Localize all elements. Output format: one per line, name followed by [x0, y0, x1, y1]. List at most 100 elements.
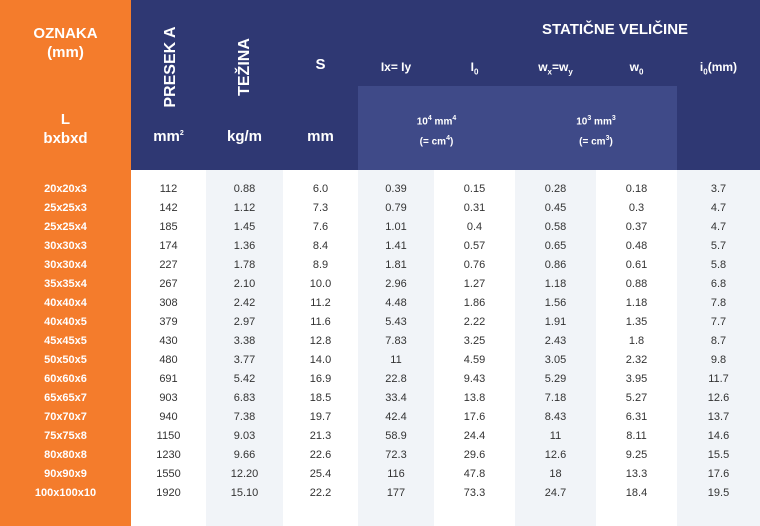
- cell-area: 1150: [156, 430, 181, 442]
- cell-ix: 11: [390, 354, 402, 366]
- cell-weight: 1.45: [233, 221, 256, 233]
- cell-weight: 1.12: [233, 202, 256, 214]
- cell-w0: 0.88: [625, 278, 648, 290]
- row-designation: 90x90x9: [44, 468, 87, 480]
- cell-i0: 47.8: [463, 468, 486, 480]
- cell-s: 6.0: [312, 183, 329, 195]
- row-designation: 40x40x4: [44, 297, 87, 309]
- cell-ix: 116: [387, 468, 405, 480]
- cell-ix: 1.01: [385, 221, 407, 233]
- cell-i0: 0.4: [466, 221, 483, 233]
- cell-ix: 0.39: [385, 183, 407, 195]
- cell-s: 22.6: [309, 449, 332, 461]
- cell-w0: 8.11: [626, 430, 647, 442]
- cell-ix: 33.4: [385, 392, 407, 404]
- cell-s: 10.0: [309, 278, 332, 290]
- cell-radius: 4.7: [710, 202, 727, 214]
- cell-s: 18.5: [309, 392, 332, 404]
- cell-radius: 13.7: [707, 411, 730, 423]
- cell-area: 903: [159, 392, 178, 404]
- cell-i0: 1.27: [463, 278, 486, 290]
- col-i0-header: I0: [470, 60, 479, 77]
- unit-section-modulus: 103 mm3 (= cm3): [576, 115, 616, 148]
- cell-area: 379: [159, 316, 178, 328]
- cell-weight: 7.38: [233, 411, 256, 423]
- cell-ix: 1.41: [385, 240, 407, 252]
- cell-area: 308: [159, 297, 178, 309]
- cell-wx: 0.45: [544, 202, 567, 214]
- cell-i0: 0.57: [463, 240, 486, 252]
- designation-format: L bxbxd: [0, 110, 131, 148]
- cell-weight: 15.10: [230, 487, 259, 499]
- cell-weight: 2.97: [233, 316, 256, 328]
- cell-weight: 1.78: [233, 259, 256, 271]
- cell-w0: 3.95: [625, 373, 648, 385]
- designation-unit: (mm): [47, 44, 84, 61]
- cell-area: 1550: [156, 468, 181, 480]
- row-designation: 75x75x8: [44, 430, 87, 442]
- cell-area: 480: [159, 354, 178, 366]
- cell-s: 25.4: [309, 468, 332, 480]
- cell-wx: 8.43: [544, 411, 567, 423]
- cell-area: 142: [159, 202, 178, 214]
- row-designation: 25x25x3: [44, 202, 87, 214]
- cell-radius: 7.8: [710, 297, 727, 309]
- column-stripe: [358, 170, 434, 526]
- cell-ix: 58.9: [385, 430, 407, 442]
- unit-s: mm: [307, 128, 334, 145]
- cell-s: 11.6: [310, 316, 331, 328]
- cell-i0: 0.31: [463, 202, 486, 214]
- cell-wx: 2.43: [544, 335, 567, 347]
- cell-i0: 0.76: [463, 259, 486, 271]
- cell-wx: 11: [549, 430, 562, 442]
- cell-radius: 6.8: [710, 278, 727, 290]
- cell-s: 14.0: [309, 354, 332, 366]
- cell-w0: 1.18: [625, 297, 648, 309]
- cell-radius: 9.8: [710, 354, 727, 366]
- row-designation: 80x80x8: [44, 449, 87, 461]
- col-ix-header: Ix= Iy: [380, 60, 412, 74]
- row-designation: 70x70x7: [44, 411, 87, 423]
- cell-w0: 0.48: [625, 240, 648, 252]
- cell-w0: 1.35: [625, 316, 648, 328]
- cell-ix: 1.81: [385, 259, 407, 271]
- designation-title: OZNAKA: [33, 25, 98, 42]
- cell-weight: 0.88: [233, 183, 256, 195]
- cell-radius: 5.8: [710, 259, 727, 271]
- cell-wx: 18: [549, 468, 562, 480]
- cell-weight: 3.77: [233, 354, 256, 366]
- cell-ix: 22.8: [385, 373, 407, 385]
- cell-area: 267: [159, 278, 178, 290]
- cell-wx: 0.28: [544, 183, 567, 195]
- cell-s: 7.3: [312, 202, 329, 214]
- cell-weight: 9.66: [233, 449, 256, 461]
- unit-subheader-band: [358, 86, 677, 170]
- cell-radius: 15.5: [707, 449, 730, 461]
- cell-wx: 24.7: [544, 487, 567, 499]
- cell-i0: 2.22: [463, 316, 486, 328]
- row-designation: 30x30x4: [44, 259, 87, 271]
- cell-i0: 73.3: [463, 487, 486, 499]
- cell-s: 11.2: [310, 297, 331, 309]
- cell-area: 1230: [156, 449, 181, 461]
- s-header: S: [315, 56, 326, 73]
- cell-w0: 0.61: [625, 259, 648, 271]
- cell-w0: 6.31: [625, 411, 648, 423]
- cell-weight: 2.42: [233, 297, 256, 309]
- row-designation: 20x20x3: [44, 183, 87, 195]
- cell-radius: 7.7: [710, 316, 727, 328]
- column-stripe: [515, 170, 596, 526]
- cell-wx: 12.6: [544, 449, 567, 461]
- cell-weight: 6.83: [233, 392, 256, 404]
- cell-i0: 24.4: [463, 430, 486, 442]
- cell-radius: 14.6: [707, 430, 730, 442]
- cell-area: 1920: [156, 487, 181, 499]
- cell-area: 174: [159, 240, 178, 252]
- cell-w0: 1.8: [628, 335, 645, 347]
- cell-s: 8.4: [312, 240, 329, 252]
- cell-i0: 29.6: [463, 449, 486, 461]
- designation-column: [0, 0, 131, 526]
- cell-weight: 2.10: [233, 278, 256, 290]
- cell-w0: 0.3: [628, 202, 645, 214]
- cell-s: 22.2: [309, 487, 332, 499]
